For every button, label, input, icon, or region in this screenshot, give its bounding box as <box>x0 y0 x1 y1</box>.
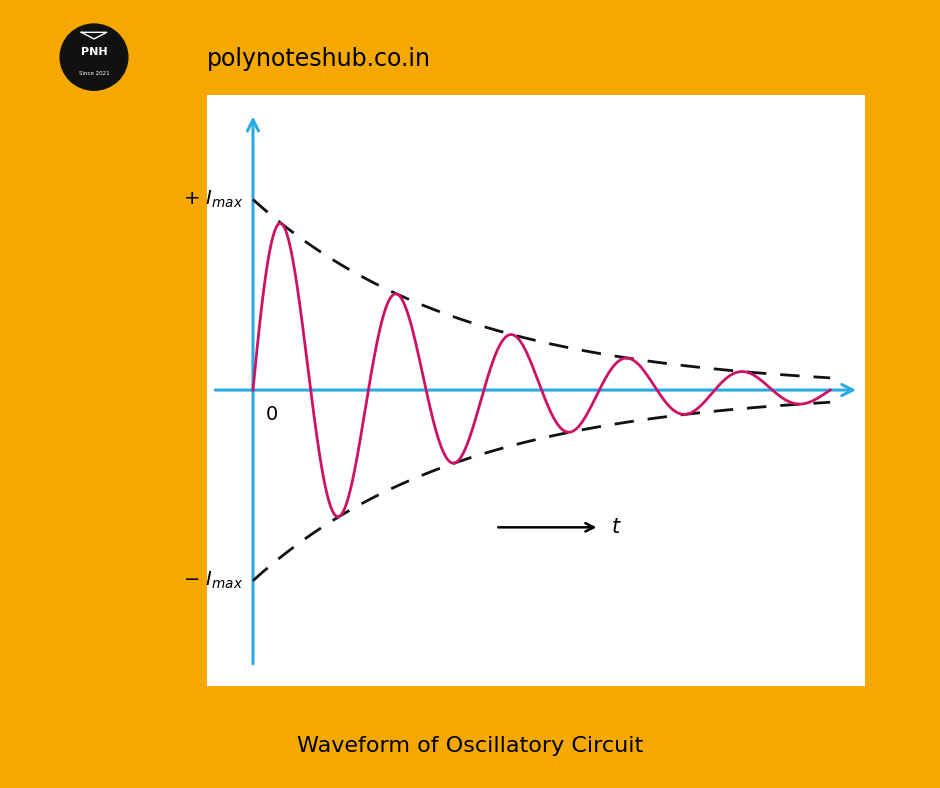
Text: $t$: $t$ <box>611 518 621 537</box>
Text: Since 2021: Since 2021 <box>79 71 109 76</box>
Text: $+\ I_{max}$: $+\ I_{max}$ <box>183 189 243 210</box>
Text: $-\ I_{max}$: $-\ I_{max}$ <box>183 570 243 591</box>
Text: PNH: PNH <box>81 47 107 58</box>
Circle shape <box>55 18 133 96</box>
Text: polynoteshub.co.in: polynoteshub.co.in <box>207 47 431 71</box>
Circle shape <box>60 24 128 91</box>
Text: $0$: $0$ <box>264 405 277 424</box>
Text: Waveform of Oscillatory Circuit: Waveform of Oscillatory Circuit <box>297 737 643 756</box>
